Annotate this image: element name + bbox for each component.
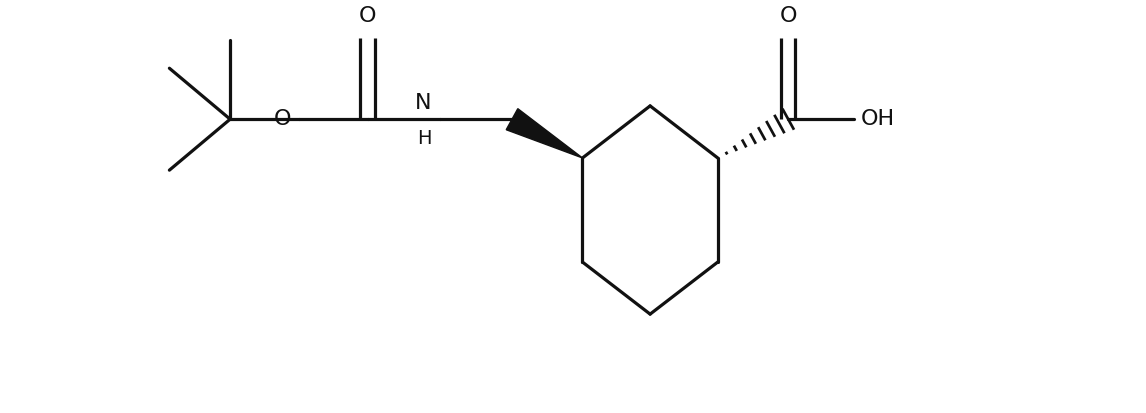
Text: O: O	[779, 6, 796, 26]
Text: N: N	[415, 93, 432, 113]
Polygon shape	[507, 109, 582, 158]
Text: O: O	[359, 6, 376, 26]
Text: OH: OH	[861, 109, 894, 129]
Text: O: O	[274, 109, 291, 129]
Text: H: H	[417, 129, 432, 148]
